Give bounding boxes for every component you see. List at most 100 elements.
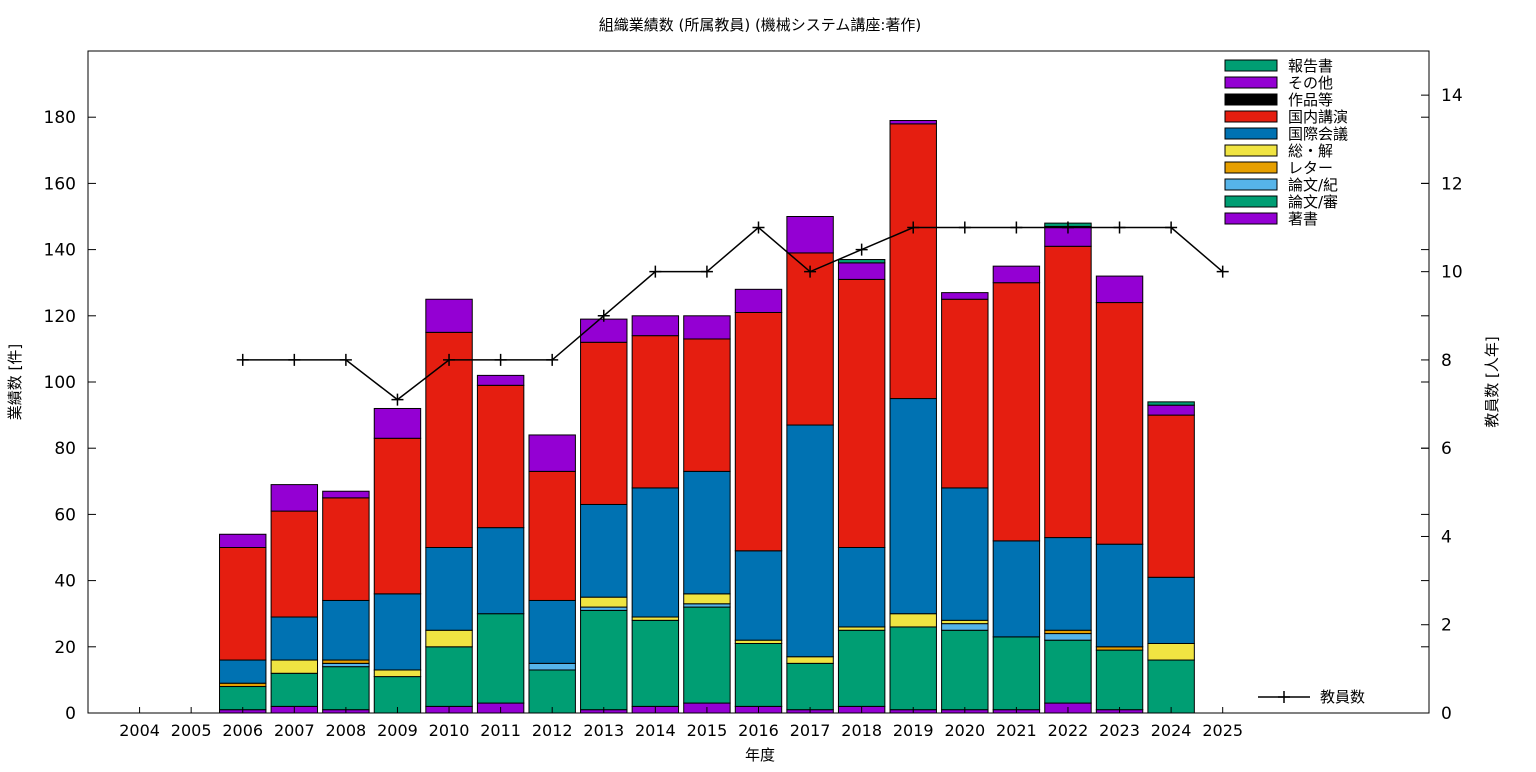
bar-segment-2008-s5 <box>322 599 370 661</box>
y-tick-label: 0 <box>65 704 76 724</box>
x-tick-label: 2007 <box>274 721 315 740</box>
bar-segment-2023-s5 <box>1095 543 1144 648</box>
bar-segment-2015-s8 <box>683 315 731 340</box>
x-tick-label: 2005 <box>171 721 212 740</box>
y2-tick-label: 6 <box>1441 439 1452 459</box>
legend-label: 著書 <box>1288 210 1318 228</box>
bar-segment-2018-s5 <box>837 547 886 628</box>
bar-segment-2007-s1 <box>270 672 319 707</box>
legend-label: 総・解 <box>1288 142 1333 160</box>
bar-segment-2024-s9 <box>1147 401 1195 406</box>
plot-layer: 0 20 40 60 80 100 120 140 160 180 0 2 4 6 8 10 12 14 2004 2… <box>44 50 1463 740</box>
y2-axis-label: 教員数 [人年] <box>1483 336 1501 427</box>
bar-segment-2022-s5 <box>1044 537 1092 631</box>
bar-segment-2010-s8 <box>425 298 473 333</box>
overlay-point <box>339 353 352 366</box>
bar-segment-2022-s1 <box>1044 639 1092 704</box>
bar-segment-2024-s4 <box>1147 642 1195 661</box>
overlay-point <box>546 353 559 366</box>
bar-segment-2008-s1 <box>322 666 370 711</box>
bar-segment-2021-s5 <box>992 540 1041 638</box>
bar-segment-2017-s4 <box>786 656 834 664</box>
x-tick-label: 2020 <box>944 721 985 740</box>
legend-swatch <box>1224 93 1278 106</box>
x-tick-label: 2021 <box>996 721 1037 740</box>
bar-segment-2010-s6 <box>425 331 473 548</box>
bar-segment-2009-s8 <box>373 407 422 439</box>
bar-segment-2020-s8 <box>941 292 989 300</box>
bar-segment-2019-s6 <box>889 123 937 400</box>
bar-segment-2013-s6 <box>580 341 628 505</box>
chart-title: 組織業績数 (所属教員) (機械システム講座:著作) <box>599 16 922 34</box>
bar-segment-2009-s4 <box>373 669 422 678</box>
bar-segment-2022-s6 <box>1044 245 1092 539</box>
bar-segment-2019-s8 <box>889 120 937 125</box>
x-tick-label: 2006 <box>222 721 263 740</box>
bar-segment-2006-s5 <box>219 659 267 684</box>
legend-label: 報告書 <box>1288 57 1333 75</box>
x-tick-label: 2015 <box>687 721 728 740</box>
bar-segment-2018-s8 <box>837 262 886 280</box>
bar-segment-2023-s8 <box>1095 275 1144 304</box>
bar-segment-2017-s1 <box>786 662 834 711</box>
overlay-point <box>649 265 662 278</box>
overlay-point <box>752 221 765 234</box>
x-axis-label: 年度 <box>745 746 775 764</box>
y-tick-label: 20 <box>54 638 76 658</box>
y2-tick-label: 14 <box>1441 86 1463 106</box>
overlay-point <box>1061 221 1074 234</box>
bar-segment-2012-s8 <box>528 434 576 472</box>
x-tick-label: 2025 <box>1202 721 1243 740</box>
overlay-point <box>700 265 713 278</box>
bar-segment-2016-s8 <box>734 288 783 313</box>
bar-segment-2018-s1 <box>837 629 886 707</box>
legend-swatch <box>1224 110 1278 123</box>
overlay-point <box>288 353 301 366</box>
legend-label: 論文/紀 <box>1288 176 1338 194</box>
overlay-point <box>907 221 920 234</box>
overlay-point <box>1165 221 1178 234</box>
bar-segment-2009-s6 <box>373 437 422 595</box>
legend-label: 論文/審 <box>1288 193 1338 211</box>
overlay-point <box>443 353 456 366</box>
bar-segment-2013-s8 <box>580 318 628 343</box>
y-tick-label: 60 <box>54 505 76 525</box>
bar-segment-2014-s1 <box>631 619 680 707</box>
y2-tick-label: 0 <box>1441 704 1452 724</box>
y-tick-label: 80 <box>54 439 76 459</box>
bar-segment-2012-s1 <box>528 669 576 714</box>
y-tick-label: 160 <box>44 174 76 194</box>
bar-segment-2018-s9 <box>837 259 886 264</box>
overlay-point <box>597 309 610 322</box>
x-tick-label: 2019 <box>893 721 934 740</box>
legend-line-marker <box>1278 691 1290 703</box>
bar-segment-2017-s6 <box>786 252 834 426</box>
x-tick-label: 2009 <box>377 721 418 740</box>
bar-segment-2016-s1 <box>734 642 783 707</box>
legend-label: その他 <box>1288 74 1333 92</box>
bar-segment-2007-s8 <box>270 484 319 512</box>
legend-swatch <box>1224 59 1278 72</box>
x-tick-label: 2012 <box>532 721 573 740</box>
y-tick-label: 120 <box>44 307 76 327</box>
bar-segment-2022-s2 <box>1044 633 1092 641</box>
bar-segment-2018-s6 <box>837 278 886 548</box>
overlay-point <box>804 265 817 278</box>
x-tick-label: 2011 <box>480 721 521 740</box>
bar-segment-2020-s2 <box>941 623 989 631</box>
overlay-point <box>236 353 249 366</box>
legend-swatch <box>1224 195 1278 208</box>
bar-segment-2023-s1 <box>1095 649 1144 711</box>
bar-segment-2021-s6 <box>992 282 1041 542</box>
bar-segment-2012-s2 <box>528 662 576 671</box>
bar-segment-2020-s5 <box>941 487 989 621</box>
legend-line-label: 教員数 <box>1320 688 1365 706</box>
y-axis-label: 業績数 [件] <box>6 344 24 420</box>
bar-segment-2007-s5 <box>270 616 319 661</box>
y-tick-label: 100 <box>44 373 76 393</box>
bar-segment-2019-s1 <box>889 626 937 711</box>
x-tick-label: 2016 <box>738 721 779 740</box>
bar-segment-2009-s5 <box>373 593 422 671</box>
